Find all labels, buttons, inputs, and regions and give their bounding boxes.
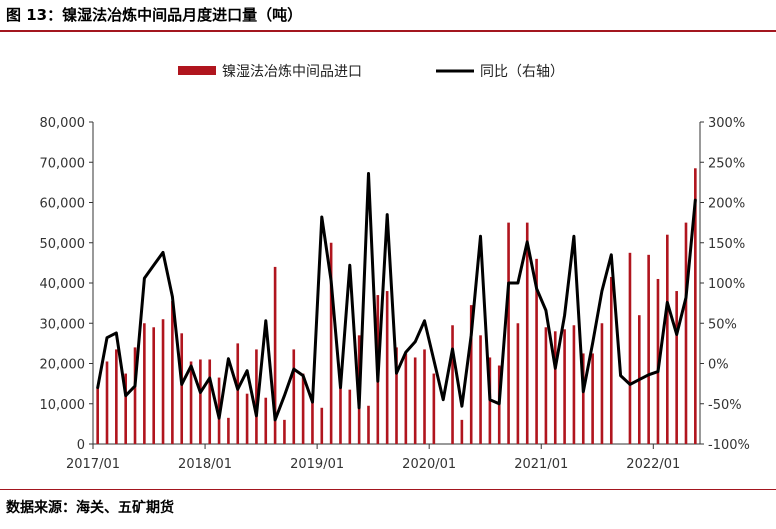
- bar: [507, 222, 510, 444]
- figure-source: 数据来源：海关、五矿期货: [6, 500, 174, 516]
- bar: [208, 359, 212, 444]
- bar: [171, 301, 174, 444]
- bar: [301, 373, 305, 444]
- bar: [236, 343, 240, 444]
- bar: [339, 387, 342, 444]
- bar: [404, 353, 408, 444]
- bar: [600, 323, 604, 444]
- bar: [292, 349, 296, 444]
- left-tick-label: 60,000: [40, 197, 86, 212]
- chart-canvas: 镍湿法冶炼中间品进口 同比（右轴） 80,000 70,000 60,000 50,0…: [40, 64, 750, 472]
- bar: [227, 417, 230, 444]
- bar: [245, 393, 249, 444]
- bar: [535, 258, 538, 444]
- bar: [469, 305, 473, 444]
- yoy-line: [96, 172, 697, 422]
- bar: [189, 361, 193, 444]
- bar: [553, 331, 557, 444]
- bar: [133, 347, 137, 444]
- bar: [329, 242, 333, 444]
- bar: [525, 222, 529, 444]
- bar: [105, 361, 109, 444]
- bar: [199, 359, 202, 444]
- bar: [675, 291, 678, 444]
- title-rule: [0, 30, 776, 32]
- bar: [544, 327, 548, 444]
- bar: [273, 266, 277, 444]
- bar: [423, 349, 426, 444]
- x-tick-label: 2018/01: [178, 457, 232, 472]
- bar: [460, 419, 464, 444]
- legend-line-label: 同比（右轴）: [480, 64, 564, 80]
- left-tick-label: 80,000: [40, 116, 86, 131]
- bar: [255, 349, 258, 444]
- bar-series: [96, 168, 697, 444]
- bar: [647, 254, 650, 444]
- bar: [572, 325, 576, 444]
- source-rule: [0, 489, 776, 490]
- line-series: [96, 172, 697, 422]
- bar: [395, 347, 398, 444]
- left-tick-label: 70,000: [40, 156, 86, 171]
- legend-bar-swatch: [178, 66, 216, 75]
- bar: [609, 276, 613, 444]
- bar: [180, 333, 184, 444]
- right-tick-label: 0%: [708, 358, 729, 373]
- right-tick-label: 150%: [708, 237, 745, 252]
- bar: [413, 357, 417, 444]
- right-tick-label: -50%: [708, 398, 742, 413]
- bar: [348, 389, 352, 444]
- left-tick-label: 10,000: [40, 398, 86, 413]
- bar: [581, 353, 585, 444]
- bar: [96, 387, 99, 444]
- left-tick-label: 20,000: [40, 358, 86, 373]
- x-tick-label: 2020/01: [402, 457, 456, 472]
- legend-bar-label: 镍湿法冶炼中间品进口: [222, 64, 362, 80]
- bar: [628, 252, 632, 444]
- bar: [283, 419, 286, 444]
- right-tick-label: 200%: [708, 197, 745, 212]
- bar: [320, 407, 324, 444]
- bar: [124, 373, 127, 444]
- bar: [432, 373, 436, 444]
- bar: [152, 327, 156, 444]
- bar: [684, 222, 688, 444]
- x-tick-label: 2021/01: [514, 457, 568, 472]
- right-tick-label: 100%: [708, 277, 745, 292]
- bar: [591, 353, 594, 444]
- figure-title: 图 13：镍湿法冶炼中间品月度进口量（吨）: [6, 6, 303, 24]
- left-tick-label: 30,000: [40, 317, 86, 332]
- bar: [115, 349, 118, 444]
- right-tick-label: 250%: [708, 156, 745, 171]
- bar: [367, 405, 370, 444]
- bar: [264, 397, 268, 444]
- bar: [694, 168, 697, 444]
- bar: [385, 291, 389, 444]
- bar: [516, 323, 520, 444]
- x-tick-label: 2019/01: [290, 457, 344, 472]
- bar: [563, 329, 566, 444]
- bar: [479, 335, 482, 444]
- x-tick-label: 2022/01: [626, 457, 680, 472]
- bar: [161, 319, 165, 444]
- x-tick-label: 2017/01: [66, 457, 120, 472]
- bar: [451, 325, 454, 444]
- bar: [666, 234, 669, 444]
- axes: 80,000 70,000 60,000 50,000 40,000 30,000 20,0…: [40, 116, 750, 472]
- right-tick-label: 50%: [708, 317, 737, 332]
- bar: [311, 393, 314, 444]
- left-tick-label: 0: [77, 438, 85, 453]
- right-tick-label: 300%: [708, 116, 745, 131]
- left-tick-label: 50,000: [40, 237, 86, 252]
- left-tick-label: 40,000: [40, 277, 86, 292]
- right-tick-label: -100%: [708, 438, 750, 453]
- legend: 镍湿法冶炼中间品进口 同比（右轴）: [178, 64, 564, 80]
- bar: [143, 323, 146, 444]
